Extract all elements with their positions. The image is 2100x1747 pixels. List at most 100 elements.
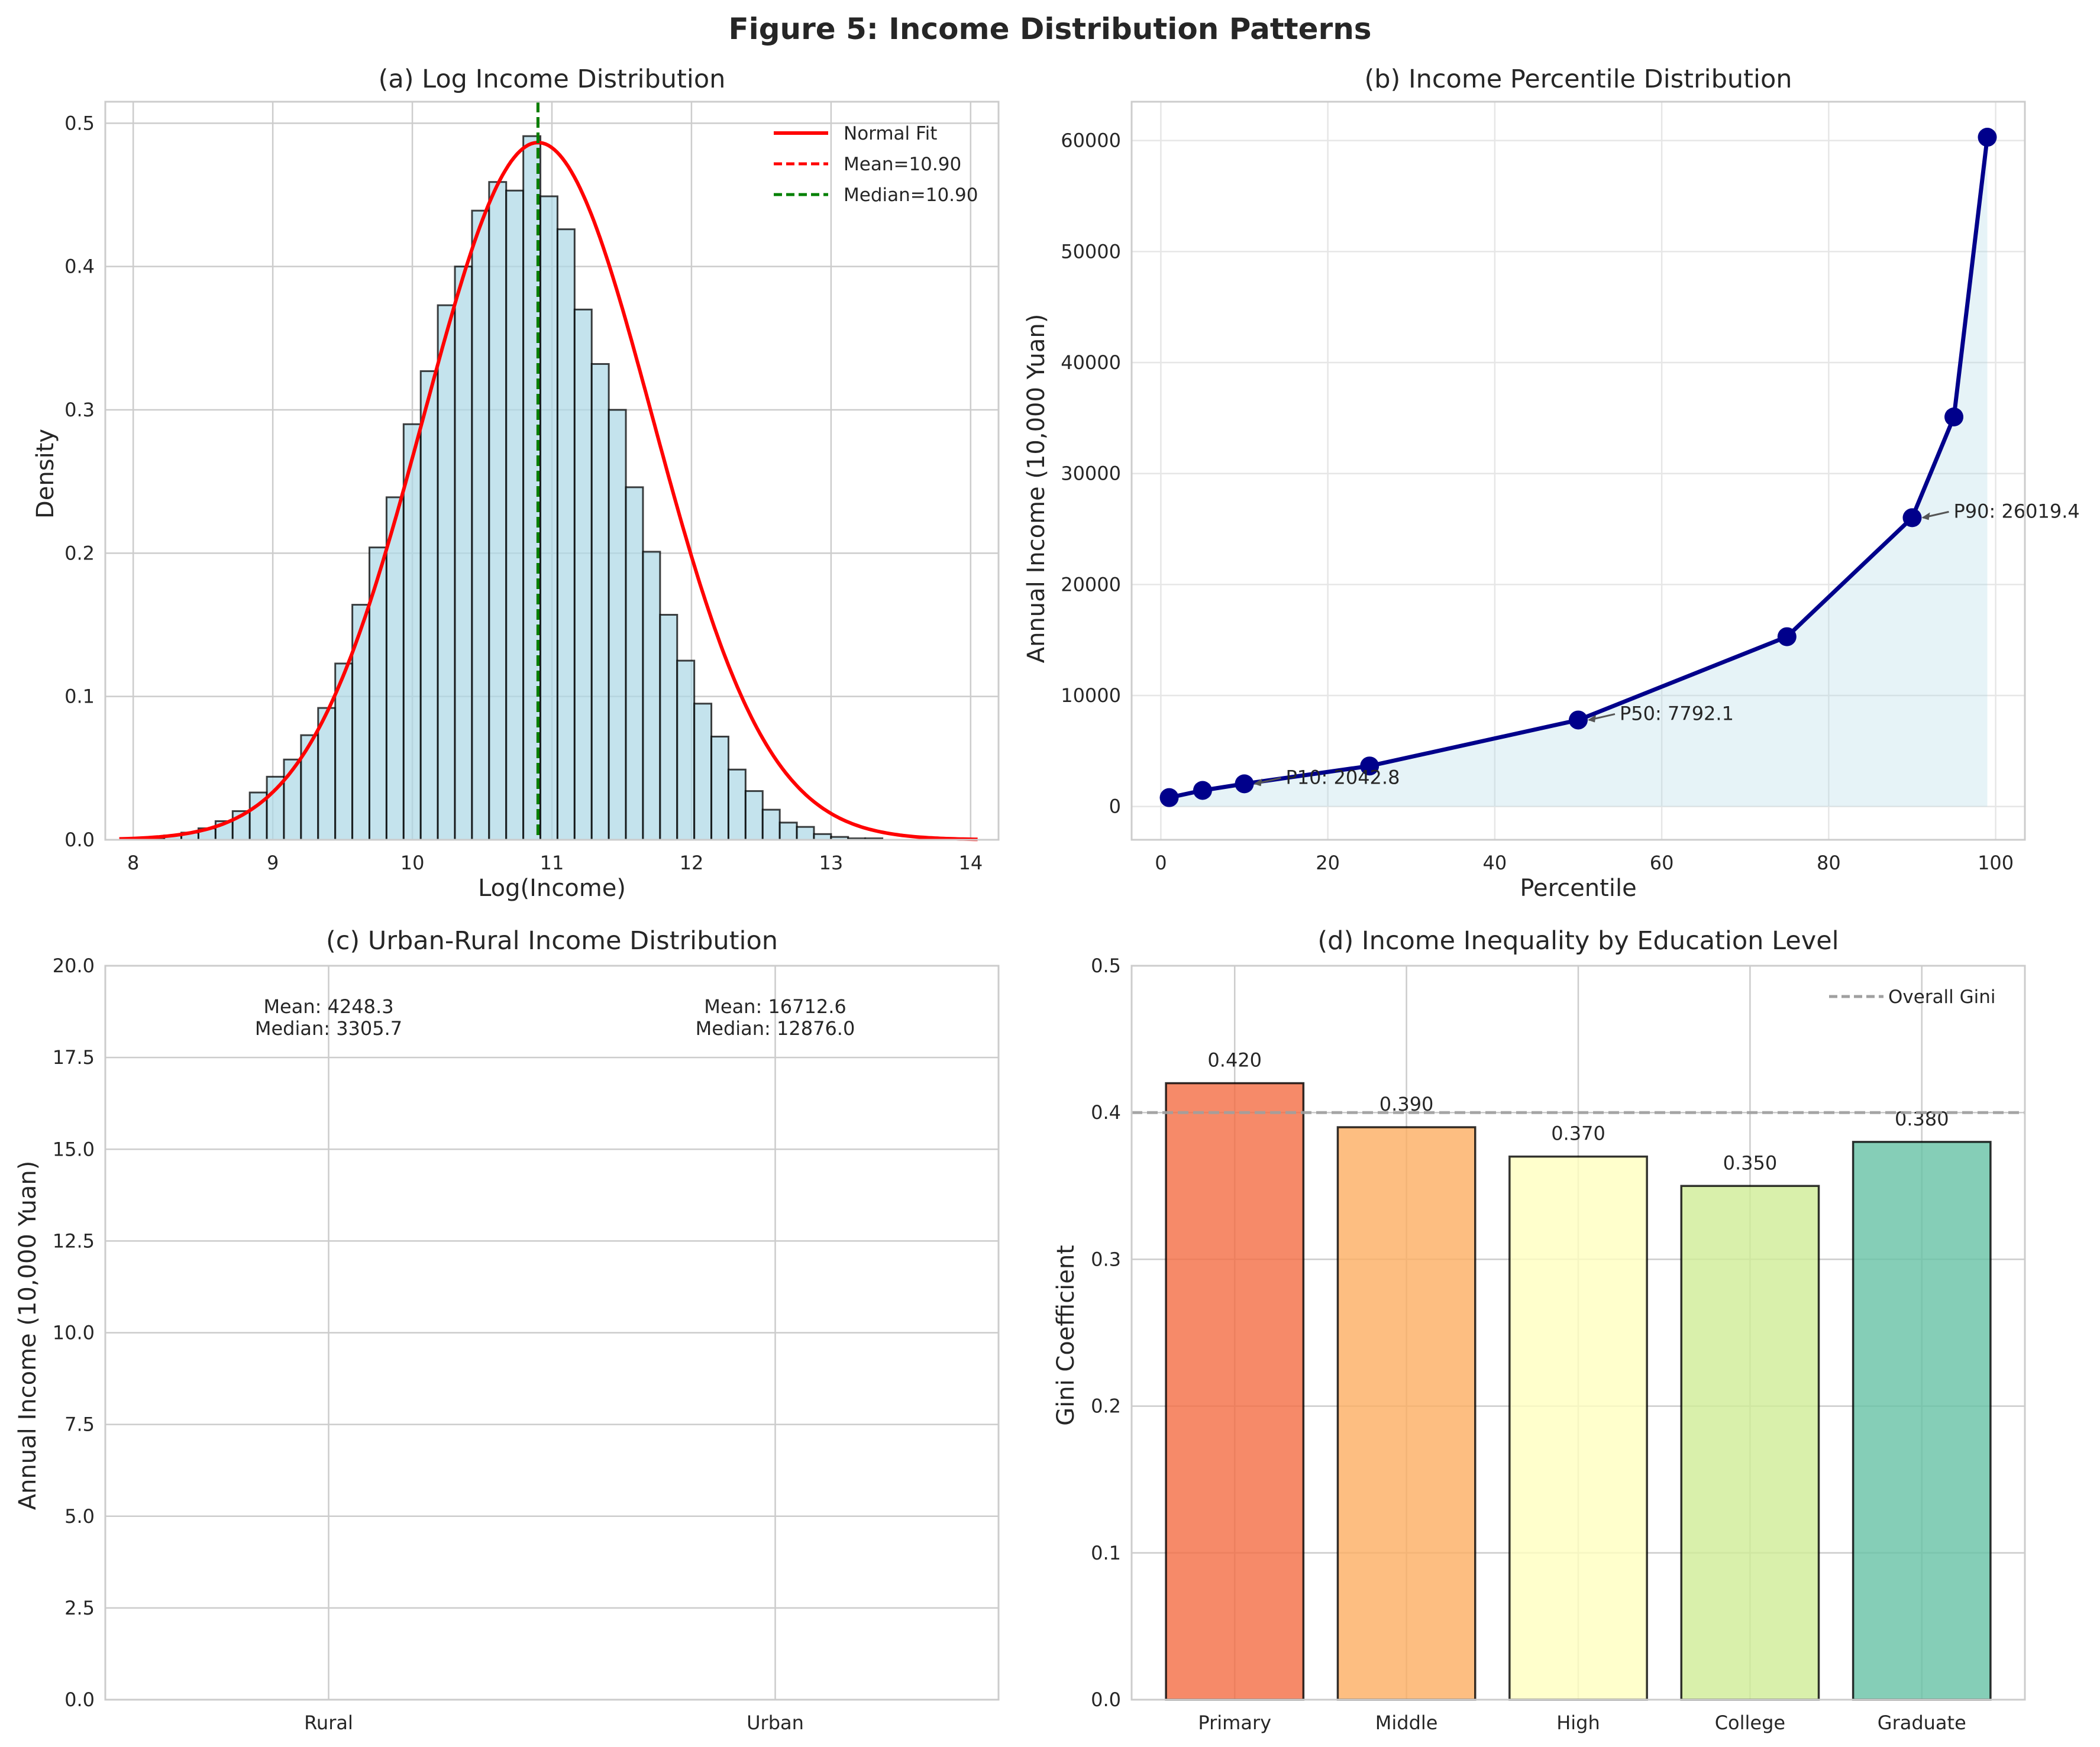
annotation-arrowhead xyxy=(1921,512,1930,520)
histogram-bar xyxy=(454,266,473,841)
panel-d-y-tick-label: 0.2 xyxy=(1091,1395,1121,1418)
gini-value-label: 0.420 xyxy=(1207,1049,1262,1072)
panel-b-y-tick-label: 10000 xyxy=(1061,684,1121,707)
panel-d-x-tick-label: Primary xyxy=(1198,1712,1271,1734)
panel-d-title: (d) Income Inequality by Education Level xyxy=(1317,926,1839,956)
panel-a-y-tick-label: 0.5 xyxy=(64,112,95,134)
panel-c-x-tick-label: Urban xyxy=(747,1712,804,1734)
histogram-bar xyxy=(266,775,285,841)
panel-b-x-tick-label: 100 xyxy=(1978,852,2014,874)
panel-a-x-tick-label: 11 xyxy=(540,852,564,874)
panel-c-y-tick-label: 10.0 xyxy=(53,1322,95,1344)
panel-b-x-tick-label: 40 xyxy=(1483,852,1507,874)
histogram-bar xyxy=(710,736,729,841)
panel-b-title: (b) Income Percentile Distribution xyxy=(1364,64,1792,94)
histogram-bar xyxy=(402,423,422,841)
panel-c-y-tick-label: 2.5 xyxy=(64,1597,95,1619)
histogram-bar xyxy=(351,604,371,841)
panel-a-y-tick-label: 0.1 xyxy=(64,685,95,708)
histogram-bar xyxy=(761,808,781,841)
percentile-point xyxy=(1777,627,1797,646)
panel-a-x-tick-label: 9 xyxy=(267,852,279,874)
percentile-point xyxy=(1569,710,1588,730)
legend-mean-label: Mean=10.90 xyxy=(844,154,961,175)
panel-d-y-tick-label: 0.4 xyxy=(1091,1101,1121,1124)
panel-d-y-tick-label: 0.1 xyxy=(1091,1542,1121,1564)
panel-a-y-tick-label: 0.0 xyxy=(64,829,95,851)
panel-a-x-tick-label: 13 xyxy=(819,852,844,874)
histogram-bar xyxy=(317,707,337,841)
histogram-bar xyxy=(419,370,439,841)
annotation-label: P50: 7792.1 xyxy=(1620,702,1734,724)
panel-a-x-tick-label: 12 xyxy=(680,852,704,874)
histogram-bar xyxy=(625,486,644,841)
panel-c-x-tick-label: Rural xyxy=(304,1712,353,1734)
histogram-bar xyxy=(727,768,747,841)
panel-b-x-tick-label: 80 xyxy=(1817,852,1841,874)
panel-b-x-tick-label: 20 xyxy=(1316,852,1340,874)
panel-a-x-tick-label: 14 xyxy=(958,852,983,874)
panel-d-x-tick-label: Graduate xyxy=(1878,1712,1966,1734)
panel-c-y-tick-label: 5.0 xyxy=(64,1505,95,1528)
histogram-bar xyxy=(590,363,610,841)
histogram-bar xyxy=(300,734,319,841)
histogram-bar xyxy=(539,195,558,841)
histogram-bar xyxy=(471,209,490,841)
histogram-bar xyxy=(642,551,661,841)
panel-c-stat-label: Median: 3305.7 xyxy=(255,1017,402,1040)
annotation-label: P10: 2042.8 xyxy=(1286,766,1400,788)
gini-value-label: 0.380 xyxy=(1895,1108,1949,1130)
percentile-point xyxy=(1360,756,1379,776)
panel-c-axes-frame xyxy=(104,965,1000,1701)
percentile-point xyxy=(1235,774,1254,794)
panel-urban-rural: (c) Urban-Rural Income Distribution Annu… xyxy=(14,926,1000,1734)
gini-bar xyxy=(1508,1155,1648,1701)
panel-d-x-tick-label: High xyxy=(1556,1712,1600,1734)
histogram-bar xyxy=(556,228,576,841)
panel-b-x-tick-label: 0 xyxy=(1155,852,1167,874)
panel-a-title: (a) Log Income Distribution xyxy=(379,64,726,94)
panel-a-ylabel: Density xyxy=(32,429,59,519)
panel-d-x-tick-label: College xyxy=(1715,1712,1785,1734)
gini-value-label: 0.370 xyxy=(1551,1122,1605,1145)
histogram-bar xyxy=(693,703,713,841)
percentile-point xyxy=(1978,128,1997,147)
legend-overall-gini-label: Overall Gini xyxy=(1888,986,1996,1008)
panel-b-y-tick-label: 40000 xyxy=(1061,351,1121,374)
panel-c-stat-label: Mean: 16712.6 xyxy=(704,995,846,1018)
panel-c-title: (c) Urban-Rural Income Distribution xyxy=(326,926,778,956)
normal-fit-curve xyxy=(119,141,978,842)
panel-d-y-tick-label: 0.5 xyxy=(1091,955,1121,977)
panel-b-y-tick-label: 0 xyxy=(1109,795,1121,818)
percentile-point xyxy=(1944,407,1964,426)
histogram-bar xyxy=(437,304,456,841)
panel-c-y-tick-label: 7.5 xyxy=(64,1413,95,1436)
panel-b-y-tick-label: 50000 xyxy=(1061,240,1121,263)
histogram-bar xyxy=(796,826,815,841)
panel-a-y-tick-label: 0.4 xyxy=(64,255,95,278)
histogram-bar xyxy=(573,308,593,841)
percentile-point xyxy=(1159,788,1179,807)
panel-c-ylabel: Annual Income (10,000 Yuan) xyxy=(14,1161,41,1510)
panel-c-y-tick-label: 15.0 xyxy=(53,1138,95,1160)
panel-b-y-tick-label: 30000 xyxy=(1061,462,1121,485)
gini-bar xyxy=(1852,1141,1992,1701)
panel-b-xlabel: Percentile xyxy=(1520,875,1636,902)
histogram-bar xyxy=(505,189,525,841)
panel-c-y-tick-label: 0.0 xyxy=(64,1688,95,1711)
panel-education-gini: (d) Income Inequality by Education Level… xyxy=(1052,926,2026,1734)
panel-b-y-tick-label: 20000 xyxy=(1061,573,1121,596)
panel-c-stat-label: Median: 12876.0 xyxy=(696,1017,855,1040)
panel-d-axes-frame xyxy=(1130,965,2026,1701)
panel-percentile: (b) Income Percentile Distribution Perce… xyxy=(1023,64,2080,902)
panel-b-axes-frame xyxy=(1130,101,2026,841)
percentile-point xyxy=(1193,781,1212,800)
histogram-bar xyxy=(608,409,627,841)
panel-log-income: (a) Log Income Distribution Log(Income) … xyxy=(32,64,1000,902)
histogram-bar xyxy=(385,496,405,841)
panel-a-x-tick-label: 8 xyxy=(127,852,139,874)
gini-value-label: 0.350 xyxy=(1723,1151,1778,1174)
panel-a-y-tick-label: 0.2 xyxy=(64,542,95,564)
percentile-point xyxy=(1902,508,1922,528)
legend-median-label: Median=10.90 xyxy=(844,185,978,206)
